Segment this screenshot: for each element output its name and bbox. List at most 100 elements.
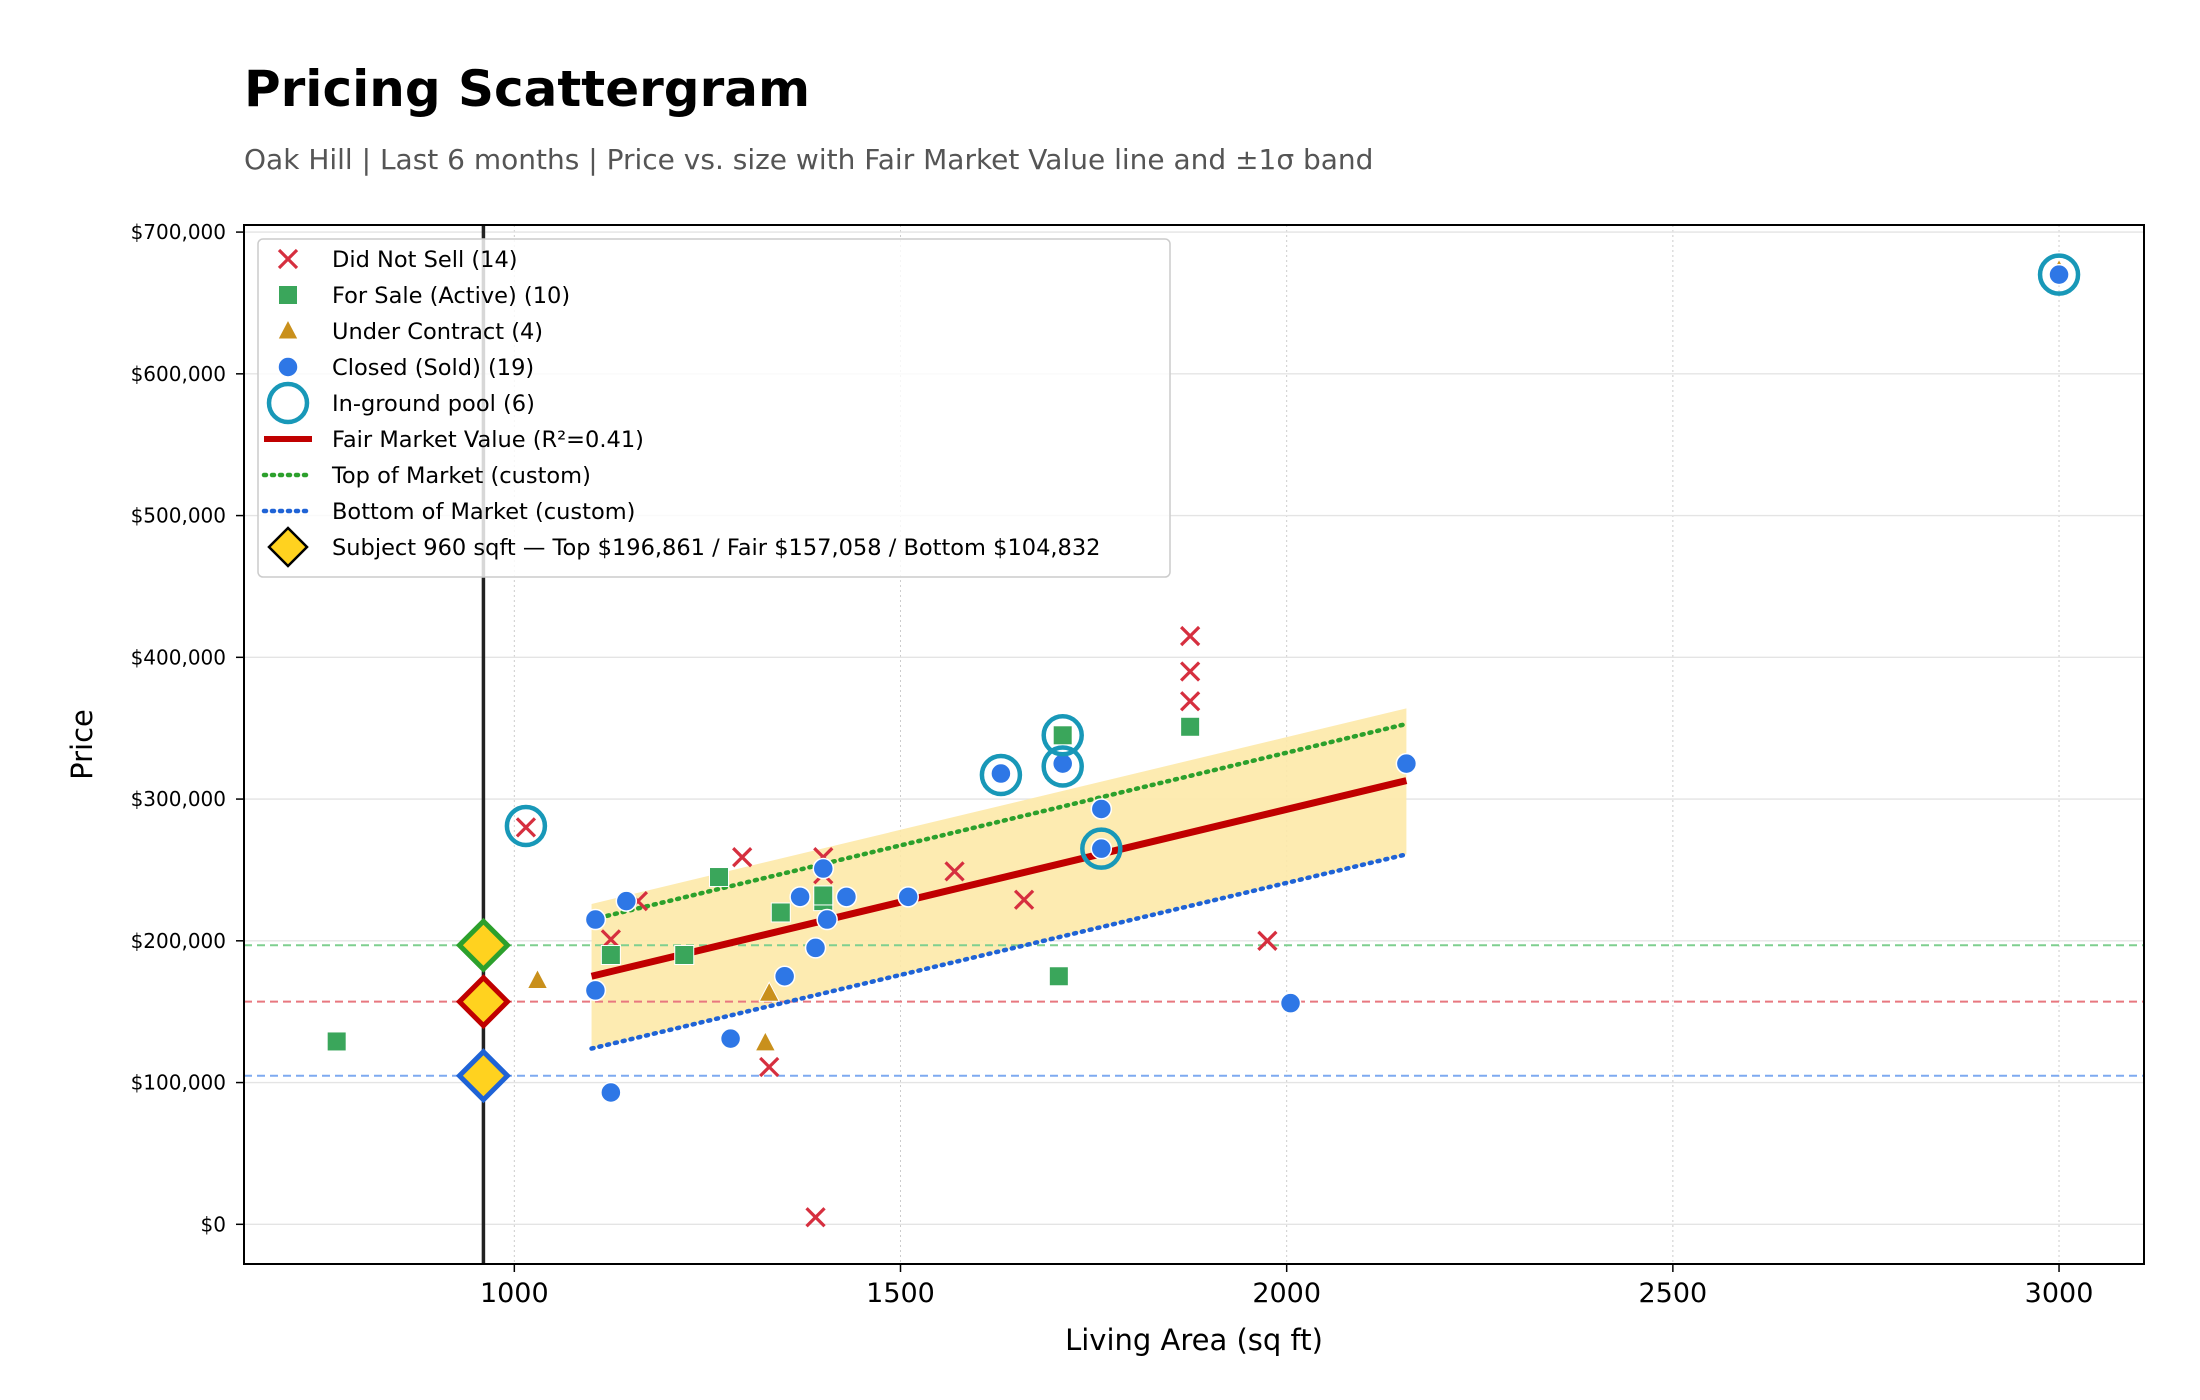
ring-icon [266, 381, 310, 425]
closed-point [816, 908, 838, 931]
did-not-sell-point [1180, 661, 1201, 682]
under-contract-point [754, 1030, 777, 1052]
legend-item: Top of Market (custom) [261, 463, 591, 489]
closed-point [897, 886, 919, 908]
x-tick-label: 2500 [1639, 1278, 1708, 1309]
legend-item: In-ground pool (6) [266, 381, 535, 425]
legend-label: In-ground pool (6) [332, 391, 535, 417]
closed-point [835, 886, 858, 908]
page-title: Pricing Scattergram [244, 60, 811, 118]
did-not-sell-point-stroke [805, 1207, 826, 1228]
y-tick-label: $100,000 [131, 1071, 226, 1095]
legend-item: Did Not Sell (14) [277, 247, 518, 273]
x-mark-icon [277, 248, 299, 270]
for-sale-point [1052, 725, 1073, 746]
did-not-sell-point-stroke [759, 1056, 780, 1078]
did-not-sell-point [1257, 930, 1278, 951]
x-tick-label: 1500 [866, 1278, 935, 1309]
did-not-sell-point [944, 861, 965, 882]
legend-label: Top of Market (custom) [331, 463, 591, 489]
closed-point [1051, 752, 1074, 775]
did-not-sell-point-stroke [1013, 889, 1035, 910]
closed-point [1090, 798, 1113, 820]
for-sale-point [600, 944, 621, 965]
subject-bottom-diamond [455, 1048, 511, 1104]
x-mark-icon-stroke [277, 248, 299, 270]
did-not-sell-point [1013, 889, 1035, 910]
x-tick-label: 1000 [480, 1278, 549, 1309]
axis-ticks: 1000 1500 2000 2500 3000 $0 $100,000 $200,000 $3… [131, 220, 2094, 1309]
for-sale-point [813, 885, 834, 906]
closed-point [773, 965, 796, 988]
in-ground-pool-point [1041, 714, 1084, 757]
y-tick-label: $200,000 [131, 929, 226, 953]
subject-top-diamond [455, 917, 511, 973]
x-tick-label: 3000 [2025, 1278, 2094, 1309]
for-sale-point [709, 867, 729, 888]
did-not-sell-point-stroke [515, 817, 537, 838]
diamond-icon [267, 526, 309, 568]
legend-item: Bottom of Market (custom) [261, 499, 635, 525]
legend-label: For Sale (Active) (10) [332, 283, 570, 309]
circle-icon [277, 356, 299, 378]
did-not-sell-point [515, 817, 537, 838]
in-ground-pool-point [2037, 253, 2081, 296]
did-not-sell-point-stroke [1180, 691, 1201, 712]
y-tick-label: $0 [201, 1212, 226, 1236]
closed-point [804, 937, 827, 959]
did-not-sell-point-stroke [1257, 930, 1278, 951]
plot-frame [243, 224, 2145, 1265]
in-ground-pool-point [1041, 745, 1084, 788]
legend-label: Subject 960 sqft — Top $196,861 / Fair $… [332, 535, 1100, 561]
closed-point [2048, 263, 2070, 286]
square-icon [278, 285, 298, 305]
did-not-sell-point-stroke [732, 847, 753, 868]
legend-item: Under Contract (4) [277, 318, 543, 345]
closed-point [789, 886, 811, 908]
bottom-of-market-line [589, 852, 1409, 1051]
in-ground-pool-point [504, 804, 548, 848]
closed-point [600, 1081, 622, 1104]
legend-label: Closed (Sold) (19) [332, 355, 534, 381]
x-axis-label: Living Area (sq ft) [1065, 1323, 1323, 1357]
did-not-sell-point [805, 1207, 826, 1228]
y-tick-label: $700,000 [131, 220, 226, 244]
legend-label: Did Not Sell (14) [332, 247, 518, 273]
legend-label: Fair Market Value (R²=0.41) [332, 427, 644, 453]
closed-point [1279, 992, 1302, 1014]
y-tick-label: $300,000 [131, 787, 226, 811]
legend-item: Closed (Sold) (19) [277, 355, 534, 381]
closed-point [812, 857, 835, 880]
page-subtitle: Oak Hill | Last 6 months | Price vs. siz… [244, 143, 1374, 176]
legend-box [257, 238, 1171, 578]
legend-item: Subject 960 sqft — Top $196,861 / Fair $… [267, 526, 1100, 568]
closed-point [1090, 837, 1113, 860]
legend-label: Under Contract (4) [332, 319, 543, 345]
subject-fair-diamond [455, 974, 511, 1030]
closed-point [1395, 752, 1418, 775]
did-not-sell-point [759, 1056, 780, 1078]
in-ground-pool-point [1080, 827, 1123, 870]
did-not-sell-point [732, 847, 753, 868]
for-sale-point [1180, 716, 1201, 737]
closed-point [990, 762, 1012, 785]
for-sale-point [1048, 966, 1069, 987]
under-contract-point [526, 968, 549, 990]
legend-item: Fair Market Value (R²=0.41) [264, 427, 644, 453]
y-tick-label: $500,000 [131, 504, 226, 528]
legend: Did Not Sell (14) For Sale (Active) (10) U… [257, 238, 1171, 578]
closed-point [615, 890, 638, 912]
did-not-sell-point-stroke [1180, 661, 1201, 682]
legend-item: For Sale (Active) (10) [278, 283, 570, 309]
x-tick-label: 2000 [1252, 1278, 1321, 1309]
closed-point [584, 908, 607, 931]
for-sale-point [770, 902, 791, 923]
triangle-icon [277, 318, 299, 340]
for-sale-point [674, 944, 695, 965]
y-axis-label: Price [65, 709, 99, 780]
legend-label: Bottom of Market (custom) [332, 499, 635, 525]
y-tick-label: $400,000 [131, 645, 226, 669]
under-contract-point [758, 981, 781, 1002]
subject-markers [455, 917, 511, 1104]
